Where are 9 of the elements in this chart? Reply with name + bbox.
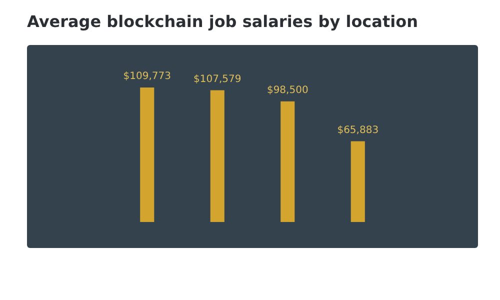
bar <box>350 141 365 222</box>
data-label: $109,773 <box>123 71 171 82</box>
data-label: $65,883 <box>337 124 379 136</box>
bar <box>210 90 224 222</box>
chart-title: Average blockchain job salaries by location <box>27 12 418 31</box>
data-label: $107,579 <box>194 74 242 85</box>
bar <box>280 101 295 222</box>
bar <box>140 88 154 222</box>
data-label: $98,500 <box>266 84 308 96</box>
